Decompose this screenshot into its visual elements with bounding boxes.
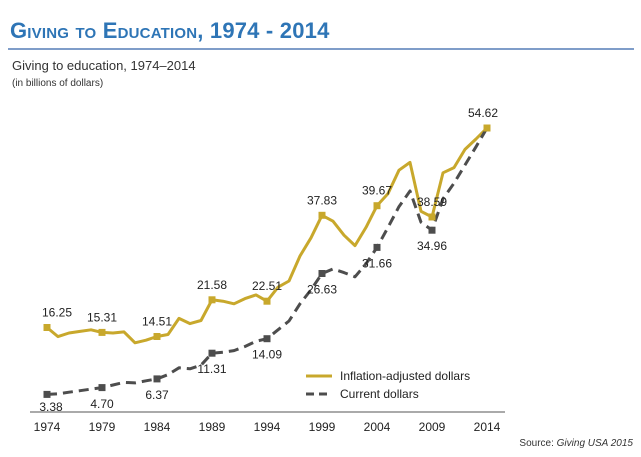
x-tick-label: 1994	[254, 420, 281, 434]
legend-label: Inflation-adjusted dollars	[340, 369, 470, 383]
data-point-current-dollars	[428, 226, 436, 234]
data-label: 54.62	[468, 106, 498, 120]
data-label: 34.96	[417, 239, 447, 253]
data-label: 22.51	[252, 279, 282, 293]
x-tick-label: 1989	[199, 420, 226, 434]
x-tick-label: 2009	[419, 420, 446, 434]
data-label: 37.83	[307, 193, 337, 207]
data-label: 14.09	[252, 348, 282, 362]
data-point-inflation-adjusted	[98, 328, 106, 336]
x-tick-label: 2014	[474, 420, 501, 434]
data-label: 3.38	[39, 400, 63, 414]
data-label: 39.67	[362, 184, 392, 198]
data-point-inflation-adjusted	[208, 296, 216, 304]
data-point-inflation-adjusted	[483, 124, 491, 132]
x-tick-label: 2004	[364, 420, 391, 434]
data-point-inflation-adjusted	[263, 297, 271, 305]
legend-label: Current dollars	[340, 387, 419, 401]
source-prefix: Source:	[519, 438, 557, 449]
data-label: 4.70	[90, 397, 114, 411]
x-tick-label: 1999	[309, 420, 336, 434]
data-point-current-dollars	[98, 384, 106, 392]
x-tick-label: 1984	[144, 420, 171, 434]
data-label: 26.63	[307, 283, 337, 297]
data-point-inflation-adjusted	[43, 324, 51, 331]
data-point-current-dollars	[373, 243, 381, 251]
data-point-current-dollars	[263, 335, 271, 343]
x-tick-label: 1979	[89, 420, 116, 434]
data-point-current-dollars	[318, 270, 326, 277]
page-title: Giving to Education, 1974 - 2014	[10, 18, 330, 43]
data-label: 11.31	[197, 362, 226, 376]
title-divider	[8, 48, 634, 50]
data-label: 31.66	[362, 256, 392, 270]
data-label: 16.25	[42, 306, 72, 320]
data-label: 21.58	[197, 278, 227, 292]
source-name: Giving USA 2015	[556, 438, 633, 449]
data-point-current-dollars	[153, 375, 161, 383]
data-point-current-dollars	[208, 349, 216, 357]
source-note: Source: Giving USA 2015	[519, 438, 633, 449]
data-label: 14.51	[142, 315, 172, 329]
data-point-inflation-adjusted	[373, 202, 381, 210]
data-point-current-dollars	[43, 390, 51, 398]
data-label: 38.59	[417, 195, 447, 209]
chart-title: Giving to education, 1974–2014	[12, 58, 196, 73]
data-point-inflation-adjusted	[428, 213, 436, 221]
x-tick-label: 1974	[34, 420, 61, 434]
data-point-inflation-adjusted	[318, 211, 326, 219]
data-label: 15.31	[87, 310, 117, 324]
data-label: 6.37	[145, 388, 169, 402]
data-point-inflation-adjusted	[153, 333, 161, 340]
chart-subtitle: (in billions of dollars)	[12, 78, 104, 89]
